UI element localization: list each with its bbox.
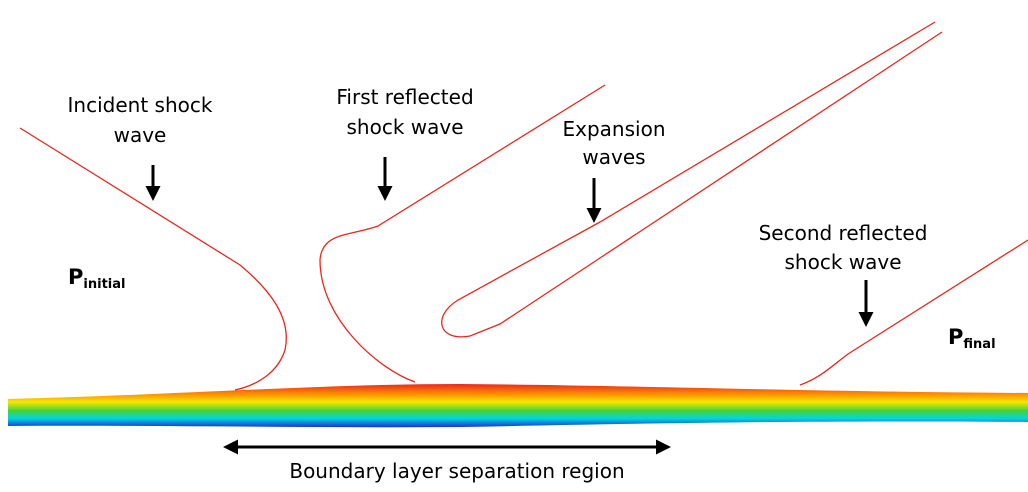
label: shock wave (346, 115, 463, 139)
symbol: P (68, 265, 83, 289)
boundary-layer (8, 384, 1028, 427)
label: First reflected (336, 85, 473, 109)
symbol: P (948, 325, 963, 349)
subscript: initial (83, 277, 125, 292)
subscript: final (963, 337, 995, 352)
label: Incident shock (68, 93, 213, 117)
label: wave (114, 123, 167, 147)
label: shock wave (784, 250, 901, 274)
shock-lines (20, 22, 1028, 390)
diagram: Incident shock wave First reflected shoc… (0, 0, 1028, 492)
pressure-label: Pinitial (68, 265, 125, 292)
region-label: Boundary layer separation region (289, 459, 624, 483)
pressure-label: Pfinal (948, 325, 996, 352)
label: Second reflected (759, 221, 928, 245)
label: Expansion (563, 117, 666, 141)
label: waves (582, 145, 645, 169)
